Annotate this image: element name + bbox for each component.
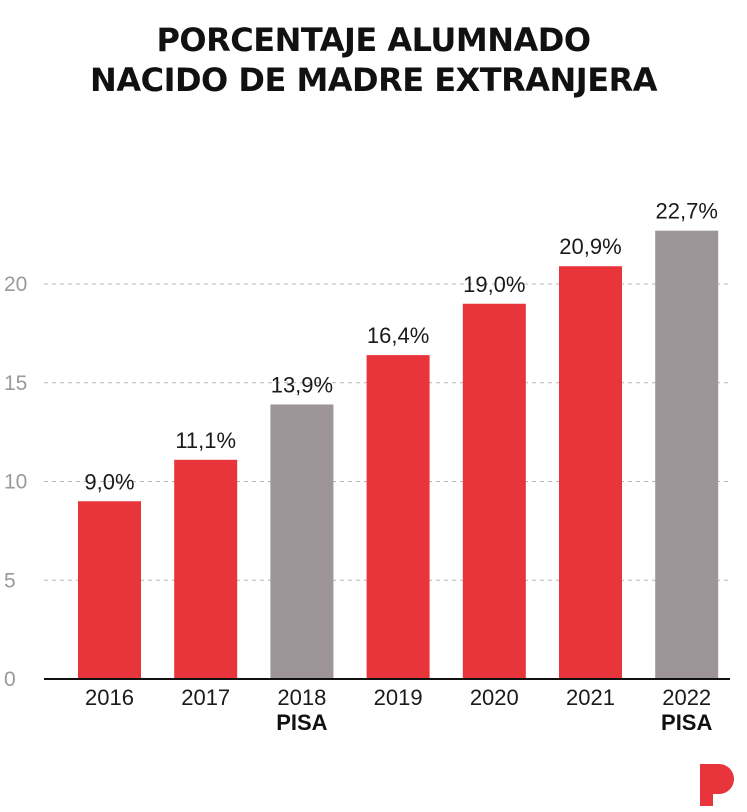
bar (462, 303, 526, 679)
x-tick-label: 2022 (662, 685, 711, 710)
data-label: 19,0% (463, 272, 525, 297)
x-tick-sublabel: PISA (276, 710, 327, 735)
data-label: 20,9% (559, 234, 621, 259)
y-tick-label: 5 (4, 569, 16, 592)
data-label: 11,1% (175, 428, 236, 453)
bar (559, 266, 622, 679)
value-labels: 9,0% 11,1% 13,9% 16,4% 19,0% 20,9% 22,7% (84, 199, 717, 495)
bar (174, 459, 238, 679)
y-tick-label: 10 (4, 471, 27, 494)
chart-title-line-1: PORCENTAJE ALUMNADO (156, 21, 591, 59)
x-tick-label: 2021 (566, 685, 615, 710)
data-label: 22,7% (656, 199, 718, 224)
x-tick-label: 2017 (181, 685, 230, 710)
y-tick-label: 15 (4, 372, 27, 395)
data-label: 9,0% (84, 469, 134, 494)
bars (78, 230, 719, 680)
chart-title-line-2: NACIDO DE MADRE EXTRANJERA (90, 61, 657, 99)
x-tick-label: 2019 (374, 685, 423, 710)
y-tick-label: 0 (4, 668, 16, 691)
bar (78, 501, 141, 679)
x-tick-label: 2018 (277, 685, 326, 710)
y-tick-label: 20 (4, 273, 27, 296)
bar (366, 355, 430, 679)
data-label: 13,9% (271, 372, 333, 397)
chart-title: PORCENTAJE ALUMNADO NACIDO DE MADRE EXTR… (0, 20, 747, 100)
y-axis-tick-labels: 0 5 10 15 20 (4, 273, 27, 691)
x-tick-sublabel: PISA (661, 710, 712, 735)
bar (655, 230, 719, 680)
brand-p-logo-icon (700, 764, 734, 806)
bar (270, 404, 334, 679)
data-label: 16,4% (367, 323, 429, 348)
x-tick-label: 2020 (470, 685, 519, 710)
x-tick-label: 2016 (85, 685, 134, 710)
